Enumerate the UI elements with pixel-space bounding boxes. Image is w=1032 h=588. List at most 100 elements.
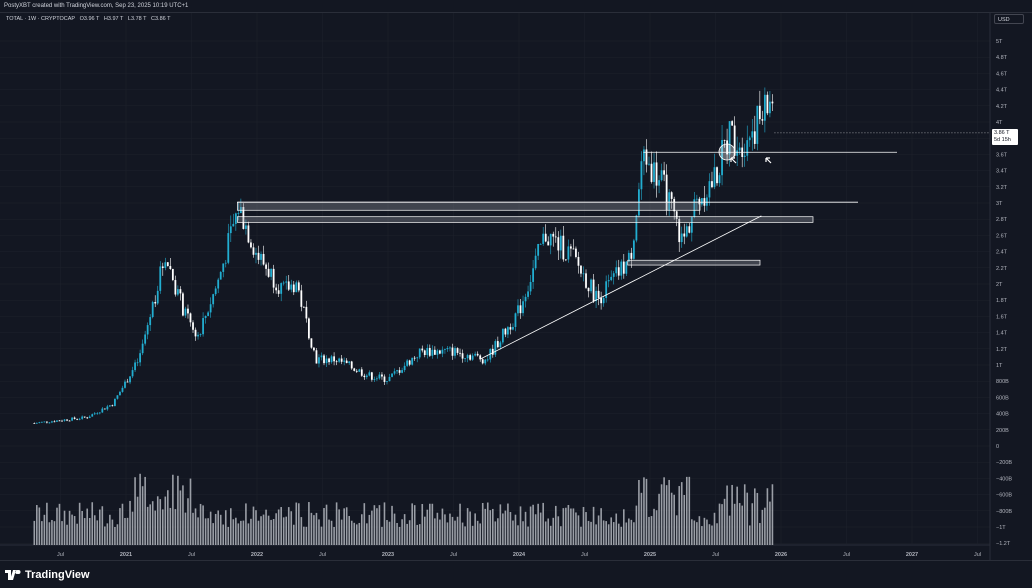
candle-body xyxy=(106,406,109,410)
candle-body xyxy=(358,369,361,372)
candle-body xyxy=(305,306,308,319)
candle-body xyxy=(544,233,547,242)
volume-bar xyxy=(640,492,643,545)
volume-bar xyxy=(300,517,303,545)
volume-bar xyxy=(398,526,401,545)
candle-body xyxy=(381,374,383,377)
price-chart[interactable]: 5T4.8T4.6T4.4T4.2T4T3.8T3.6T3.4T3.2T3T2.… xyxy=(0,13,1032,561)
candle-body xyxy=(166,262,169,267)
volume-bar xyxy=(333,526,335,545)
candle-body xyxy=(252,247,255,255)
candle-body xyxy=(272,268,275,288)
volume-bar xyxy=(41,521,43,545)
volume-bar xyxy=(471,525,474,545)
volume-bar xyxy=(635,505,638,545)
volume-bar xyxy=(197,517,199,545)
candle-body xyxy=(53,421,56,423)
volume-bar xyxy=(645,478,648,545)
tradingview-logo[interactable]: TradingView xyxy=(5,569,90,581)
volume-bar xyxy=(754,488,756,545)
candle-body xyxy=(333,356,335,362)
candle-body xyxy=(401,370,404,373)
volume-bar xyxy=(602,520,605,545)
candle-body xyxy=(45,421,48,423)
volume-bar xyxy=(202,505,204,545)
candle-body xyxy=(126,381,129,383)
chart-frame[interactable]: 5T4.8T4.6T4.4T4.2T4T3.8T3.6T3.4T3.2T3T2.… xyxy=(0,12,1032,561)
ohlc-close: C3.86 T xyxy=(151,16,171,22)
candle-body xyxy=(612,273,615,277)
volume-bar xyxy=(630,519,633,545)
candle-body xyxy=(554,236,557,238)
volume-bar xyxy=(287,507,290,545)
candle-body xyxy=(35,422,38,424)
volume-bar xyxy=(736,486,738,545)
candle-body xyxy=(141,343,144,354)
price-tick-label: 4T xyxy=(996,120,1003,126)
candle-body xyxy=(630,252,633,259)
candle-body xyxy=(340,358,343,362)
candle-body xyxy=(736,150,739,156)
ohlc-high: H3.97 T xyxy=(103,16,124,22)
volume-bar xyxy=(63,510,66,545)
volume-bar xyxy=(499,504,502,545)
candle-body xyxy=(733,125,736,156)
candle-body xyxy=(607,280,610,282)
volume-bar xyxy=(237,523,240,545)
candle-body xyxy=(582,273,585,275)
volume-bar xyxy=(363,503,366,545)
volume-bar xyxy=(524,511,527,545)
time-tick-label: 2023 xyxy=(382,552,394,558)
candle-body xyxy=(56,420,58,422)
volume-bar xyxy=(212,523,214,545)
ohlc-low: L3.78 T xyxy=(127,16,147,22)
volume-bar xyxy=(439,519,441,545)
candle-body xyxy=(532,268,535,282)
volume-bar xyxy=(451,516,454,545)
volume-bar xyxy=(658,493,660,545)
price-tick-label: 2T xyxy=(996,282,1003,288)
volume-bar xyxy=(557,516,560,545)
candle-body xyxy=(176,289,179,295)
volume-bar xyxy=(189,478,192,545)
candle-body xyxy=(204,315,207,319)
candle-body xyxy=(149,317,152,326)
volume-bar xyxy=(688,476,691,545)
volume-bar xyxy=(290,511,293,545)
candle-body xyxy=(569,246,572,249)
volume-bar xyxy=(693,520,696,545)
volume-bar xyxy=(330,520,333,545)
price-tick-label: 1.2T xyxy=(996,347,1008,353)
volume-bar xyxy=(464,526,466,545)
volume-bar xyxy=(685,476,688,545)
candle-body xyxy=(328,358,330,363)
volume-bar xyxy=(280,507,282,545)
candle-body xyxy=(700,198,703,205)
candle-body xyxy=(411,357,414,365)
volume-bar xyxy=(376,508,378,545)
candle-body xyxy=(512,326,514,330)
candle-body xyxy=(517,305,519,314)
candle-body xyxy=(124,381,126,388)
currency-selector[interactable]: USD xyxy=(994,14,1024,24)
candle-body xyxy=(446,347,449,350)
price-tick-label: 0 xyxy=(996,444,999,450)
volume-bar xyxy=(751,503,754,545)
volume-bar xyxy=(325,504,328,545)
candle-body xyxy=(627,252,630,262)
volume-bar xyxy=(391,505,393,545)
candle-body xyxy=(461,353,464,359)
volume-bar xyxy=(386,520,388,545)
volume-bar xyxy=(567,504,570,545)
candle-body xyxy=(199,334,202,335)
volume-bar xyxy=(177,475,179,545)
candle-body xyxy=(751,131,754,138)
candle-body xyxy=(524,296,527,302)
volume-bar xyxy=(691,519,693,545)
volume-bar xyxy=(282,517,285,545)
volume-bar xyxy=(303,526,305,545)
volume-bar xyxy=(668,479,670,545)
last-price-label: 3.86 T 5d 15h xyxy=(992,129,1018,145)
volume-bar xyxy=(86,508,89,545)
volume-bar xyxy=(141,486,144,545)
